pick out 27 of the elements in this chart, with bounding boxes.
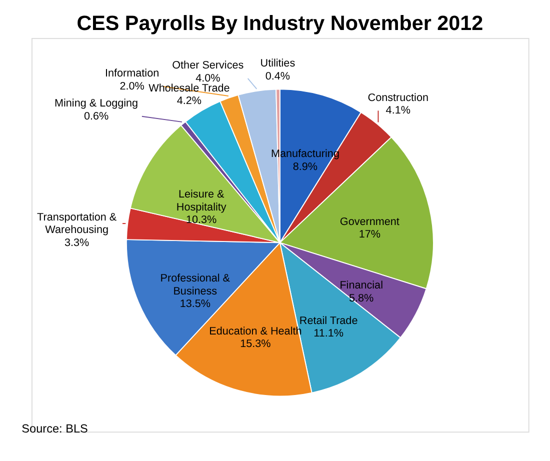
chart-title: CES Payrolls By Industry November 2012 (76, 12, 484, 36)
slice-label: Retail Trade (299, 314, 358, 327)
data-label: 13.5% (180, 298, 211, 310)
slice-label: Utilities (260, 58, 296, 70)
source-note: Source: BLS (22, 422, 88, 436)
slice-label: Mining & Logging (54, 98, 138, 110)
data-label: 10.3% (186, 214, 218, 226)
data-label: 3.3% (64, 237, 90, 250)
data-label: 0.6% (84, 110, 109, 122)
data-label: 2.0% (120, 80, 145, 92)
slice-label: Government (340, 216, 400, 228)
data-label: 4.0% (196, 72, 221, 84)
slice-label: Leisure & Hospitality (176, 188, 227, 214)
data-label: 8.9% (292, 160, 318, 173)
data-label: 4.1% (386, 104, 411, 117)
data-label: 11.1% (314, 328, 344, 340)
slice-label: Construction (368, 92, 428, 104)
slice-label: Information (105, 68, 160, 80)
data-label: 17% (358, 228, 381, 241)
data-label: 15.3% (240, 338, 272, 350)
slice-label: Financial (340, 280, 383, 292)
data-label: 4.2% (176, 95, 202, 108)
slice-label: Other Services (172, 60, 244, 72)
slice-label: Professional & Business (160, 272, 231, 298)
data-label: 0.4% (265, 70, 290, 82)
slice-label: Transportation & Warehousing (37, 211, 118, 236)
data-label: 5.8% (349, 292, 374, 304)
